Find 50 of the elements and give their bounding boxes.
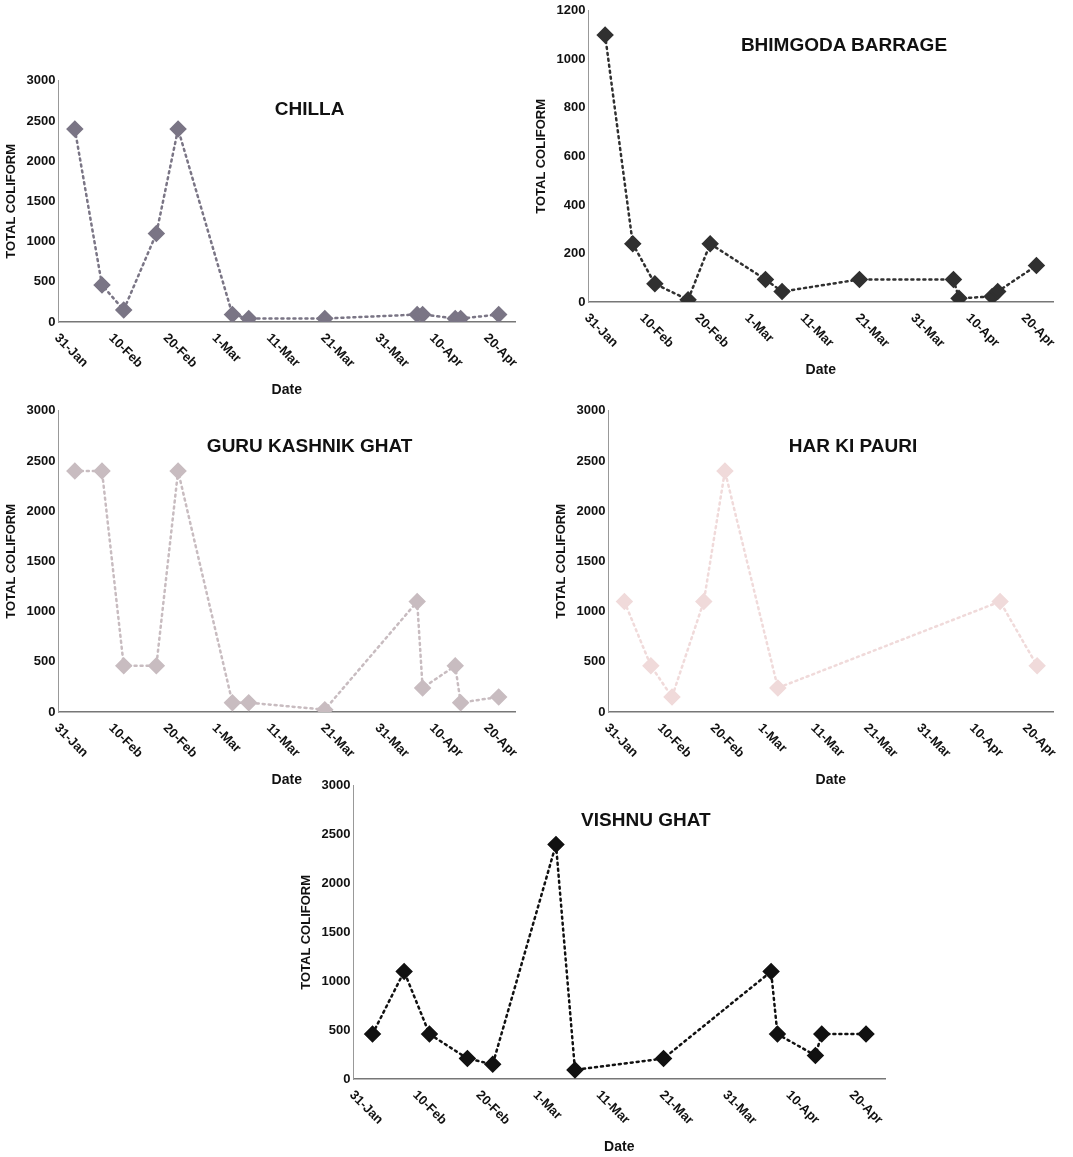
y-tick-label: 0: [343, 1070, 351, 1086]
y-tick-label: 200: [563, 245, 586, 261]
y-tick-label: 400: [563, 196, 586, 212]
text: HAR KI PAURI: [788, 435, 918, 457]
y-tick-label: 0: [48, 703, 56, 719]
text: BHIMGODA BARRAGE: [740, 33, 948, 55]
x-axis-title: Date: [604, 1137, 635, 1154]
y-tick-label: 1000: [26, 233, 56, 249]
y-tick-label: 1500: [26, 552, 56, 568]
x-axis-title: Date: [271, 770, 303, 787]
y-tick-label: 500: [583, 653, 606, 669]
y-tick-label: 1200: [556, 2, 586, 18]
y-tick-label: 2500: [576, 452, 606, 468]
y-axis-title: TOTAL COLIFORM: [533, 98, 549, 214]
y-axis-title: TOTAL COLIFORM: [298, 874, 314, 990]
y-tick-label: 600: [563, 147, 586, 163]
text: GURU KASHNIK GHAT: [206, 435, 413, 457]
y-tick-label: 1500: [26, 192, 56, 208]
y-tick-label: 2000: [26, 152, 56, 168]
y-tick-label: 1000: [556, 50, 586, 66]
y-axis-title: TOTAL COLIFORM: [3, 503, 19, 619]
y-tick-label: 0: [598, 703, 606, 719]
text: VISHNU GHAT: [581, 809, 711, 831]
y-tick-label: 1000: [321, 972, 351, 988]
x-axis-title: Date: [271, 380, 303, 397]
y-tick-label: 3000: [321, 777, 351, 793]
y-tick-label: 800: [563, 99, 586, 115]
text: CHILLA: [274, 97, 345, 119]
y-tick-label: 1000: [26, 603, 56, 619]
y-tick-label: 2500: [321, 826, 351, 842]
y-axis-title: TOTAL COLIFORM: [553, 503, 569, 619]
y-tick-label: 3000: [26, 72, 56, 88]
y-tick-label: 1500: [321, 923, 351, 939]
y-tick-label: 3000: [26, 402, 56, 418]
y-tick-label: 500: [33, 653, 56, 669]
y-tick-label: 500: [328, 1021, 351, 1037]
y-tick-label: 3000: [576, 402, 606, 418]
y-tick-label: 1500: [576, 552, 606, 568]
y-tick-label: 0: [48, 313, 56, 329]
y-tick-label: 2000: [576, 502, 606, 518]
y-tick-label: 0: [578, 293, 586, 309]
y-axis-title: TOTAL COLIFORM: [3, 143, 19, 259]
y-tick-label: 2500: [26, 452, 56, 468]
x-axis-title: Date: [805, 360, 837, 377]
y-tick-label: 2000: [321, 875, 351, 891]
y-tick-label: 2000: [26, 502, 56, 518]
x-axis-title: Date: [815, 770, 847, 787]
y-tick-label: 2500: [26, 112, 56, 128]
y-tick-label: 1000: [576, 603, 606, 619]
y-tick-label: 500: [33, 273, 56, 289]
